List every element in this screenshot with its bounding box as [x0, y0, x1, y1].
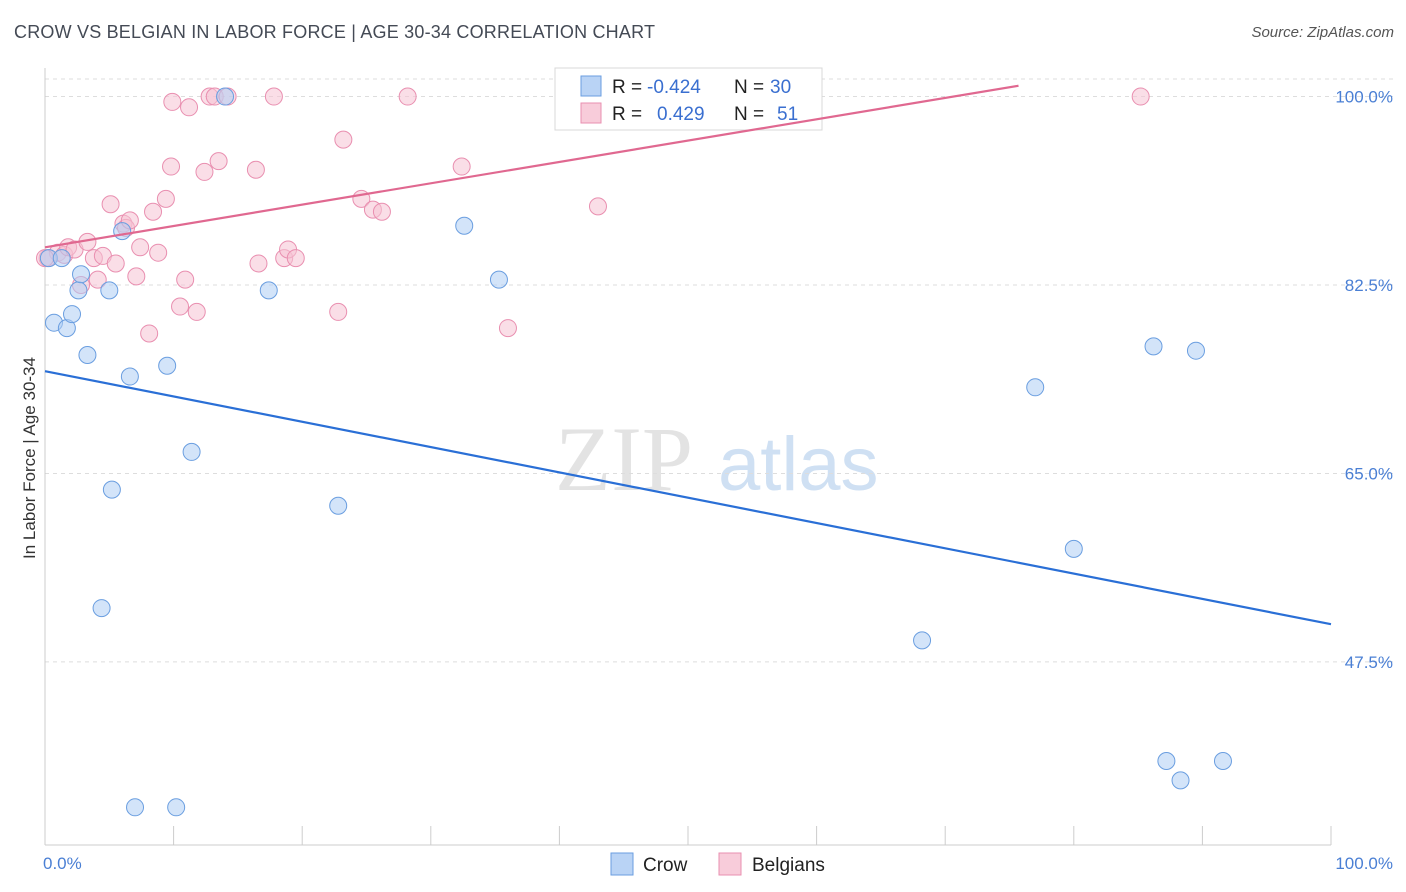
belgians-point	[156, 189, 175, 208]
legend-r-label-crow: R =	[612, 77, 642, 98]
crow-point	[1026, 378, 1045, 397]
crow-point	[102, 480, 121, 499]
source-label: Source: ZipAtlas.com	[1251, 24, 1394, 41]
crow-point	[126, 798, 145, 817]
legend-series: Crow Belgians	[610, 852, 825, 876]
axes	[44, 68, 1332, 846]
belgians-point	[264, 87, 283, 106]
crow-trend-line	[44, 370, 1332, 626]
legend-r-label-belgians: R =	[612, 104, 642, 125]
crow-point	[1064, 539, 1083, 558]
belgians-point	[127, 267, 146, 286]
crow-point	[1144, 337, 1163, 356]
legend-n-belgians: 51	[777, 104, 798, 125]
belgians-point	[249, 254, 268, 273]
belgians-point	[329, 302, 348, 321]
legend-n-label-crow: N =	[734, 77, 764, 98]
belgians-point	[334, 130, 353, 149]
crow-point	[329, 496, 348, 515]
crow-point	[52, 249, 71, 268]
gridlines	[45, 78, 1393, 663]
bottom-legend-label-belgians: Belgians	[752, 855, 825, 876]
crow-point	[489, 270, 508, 289]
legend-stats: R = -0.424 N = 30 R = 0.429 N = 51	[554, 67, 823, 131]
crow-point	[167, 798, 186, 817]
belgians-point	[1131, 87, 1150, 106]
belgians-point	[88, 270, 107, 289]
y-axis-label: In Labor Force | Age 30-34	[20, 357, 39, 559]
legend-r-crow: -0.424	[647, 77, 701, 98]
belgians-point	[588, 197, 607, 216]
crow-point	[92, 599, 111, 618]
belgians-point	[131, 238, 150, 257]
trend-lines	[44, 84, 1332, 626]
legend-swatch-belgians	[580, 102, 602, 124]
legend-n-crow: 30	[770, 77, 791, 98]
belgians-point	[162, 157, 181, 176]
crow-point	[78, 346, 97, 364]
y-tick-label: 100.0%	[1335, 88, 1393, 107]
crow-point	[455, 216, 474, 235]
belgians-point	[372, 202, 391, 221]
data-points	[36, 87, 1232, 817]
crow-point	[259, 281, 278, 300]
crow-point	[1157, 752, 1176, 770]
crow-point	[182, 442, 201, 461]
watermark-atlas: atlas	[718, 422, 879, 507]
crow-point	[913, 631, 932, 650]
belgians-point	[209, 152, 228, 171]
crow-point	[1186, 341, 1205, 360]
belgians-point	[398, 87, 417, 106]
belgians-point	[187, 302, 206, 321]
legend-swatch-crow	[580, 75, 602, 97]
x-tick-label-right: 100.0%	[1335, 854, 1393, 873]
tick-labels: 100.0% 82.5% 65.0% 47.5% 0.0% 100.0%	[43, 88, 1393, 873]
bottom-legend-swatch-belgians	[718, 852, 742, 876]
crow-point	[1213, 752, 1232, 770]
legend-r-belgians: 0.429	[657, 104, 705, 125]
y-tick-label: 82.5%	[1345, 276, 1393, 295]
y-tick-label: 65.0%	[1345, 464, 1393, 483]
crow-point	[63, 305, 82, 324]
belgians-point	[176, 270, 195, 289]
chart-title: CROW VS BELGIAN IN LABOR FORCE | AGE 30-…	[14, 22, 656, 42]
belgians-point	[180, 98, 199, 117]
x-tick-label-left: 0.0%	[43, 854, 82, 873]
belgians-point	[101, 195, 120, 214]
belgians-point	[106, 254, 125, 273]
belgians-point	[144, 202, 163, 221]
crow-point	[158, 356, 177, 375]
crow-point	[69, 281, 88, 300]
belgians-point	[452, 157, 471, 176]
bottom-legend-swatch-crow	[610, 852, 634, 876]
belgians-point	[171, 297, 190, 316]
legend-n-label-belgians: N =	[734, 104, 764, 125]
belgians-point	[498, 319, 517, 338]
crow-point	[120, 367, 139, 386]
crow-point	[216, 87, 235, 106]
crow-point	[113, 222, 132, 241]
crow-point	[72, 265, 91, 284]
crow-point	[1171, 771, 1190, 790]
belgians-point	[149, 243, 168, 262]
watermark-zip: ZIP	[555, 408, 693, 510]
belgians-point	[140, 324, 159, 343]
belgians-point	[286, 249, 305, 268]
crow-point	[100, 281, 119, 300]
belgians-point	[246, 160, 265, 179]
belgians-point	[163, 92, 182, 111]
bottom-legend-label-crow: Crow	[643, 855, 688, 876]
y-tick-label: 47.5%	[1345, 653, 1393, 672]
belgians-trend-line	[44, 84, 1019, 249]
belgians-point	[195, 162, 214, 181]
